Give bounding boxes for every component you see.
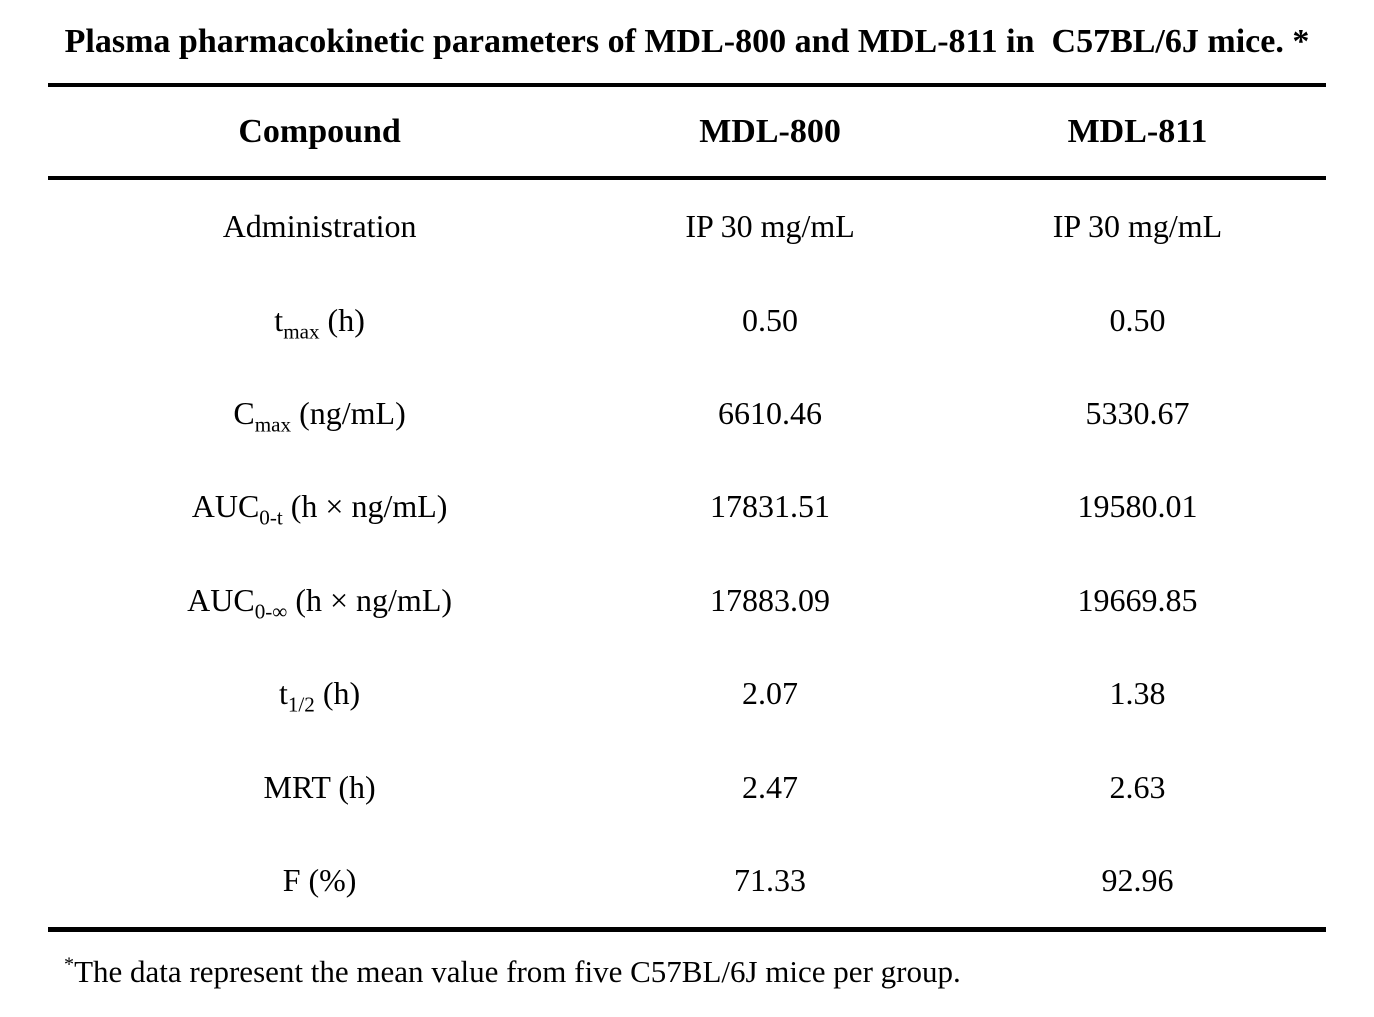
header-mdl811: MDL-811 — [1067, 112, 1208, 150]
table-rule-header — [48, 176, 1326, 180]
table-row-cmax: Cmax (ng/mL) 6610.46 5330.67 — [48, 367, 1326, 460]
param-label: tmax (h) — [274, 301, 365, 343]
table-title: Plasma pharmacokinetic parameters of MDL… — [64, 22, 1310, 60]
value-mdl800: 6610.46 — [718, 394, 823, 431]
value-mdl800: 71.33 — [734, 861, 807, 898]
table-rule-top — [48, 83, 1326, 87]
footnote-asterisk-marker: * — [64, 953, 75, 976]
header-mdl800: MDL-800 — [699, 112, 841, 150]
value-mdl811: 92.96 — [1101, 861, 1174, 898]
header-compound: Compound — [238, 112, 401, 150]
pharmacokinetics-table: Compound MDL-800 MDL-811 Administration … — [48, 83, 1326, 933]
value-mdl800: 2.07 — [742, 675, 799, 712]
table-header-row: Compound MDL-800 MDL-811 — [48, 87, 1326, 176]
value-mdl811: 0.50 — [1109, 301, 1166, 338]
value-mdl811: 1.38 — [1109, 675, 1166, 712]
param-label: Cmax (ng/mL) — [233, 394, 406, 437]
value-mdl800: 17831.51 — [710, 488, 831, 525]
value-mdl811: IP 30 mg/mL — [1052, 208, 1223, 245]
param-label: F (%) — [282, 861, 357, 898]
value-mdl811: 5330.67 — [1085, 394, 1190, 431]
table-rule-bottom — [48, 927, 1326, 933]
table-row-bioavailability: F (%) 71.33 92.96 — [48, 834, 1326, 927]
table-row-auc0t: AUC0-t (h × ng/mL) 17831.51 19580.01 — [48, 460, 1326, 553]
table-row-mrt: MRT (h) 2.47 2.63 — [48, 740, 1326, 833]
param-label: AUC0-∞ (h × ng/mL) — [187, 581, 453, 624]
value-mdl800: 2.47 — [742, 768, 799, 805]
table-row-auc0inf: AUC0-∞ (h × ng/mL) 17883.09 19669.85 — [48, 554, 1326, 647]
value-mdl811: 2.63 — [1109, 768, 1166, 805]
param-label: AUC0-t (h × ng/mL) — [191, 488, 448, 530]
value-mdl811: 19669.85 — [1077, 581, 1198, 618]
value-mdl800: IP 30 mg/mL — [685, 208, 855, 245]
param-label: t1/2 (h) — [278, 675, 361, 717]
param-label: Administration — [222, 208, 417, 245]
table-row-tmax: tmax (h) 0.50 0.50 — [48, 273, 1326, 366]
table-footnote: *The data represent the mean value from … — [0, 954, 1374, 990]
table-row-thalf: t1/2 (h) 2.07 1.38 — [48, 647, 1326, 740]
title-wrap: Plasma pharmacokinetic parameters of MDL… — [0, 0, 1374, 83]
footnote-text: The data represent the mean value from f… — [74, 954, 961, 990]
table-row-administration: Administration IP 30 mg/mL IP 30 mg/mL — [48, 180, 1326, 273]
value-mdl811: 19580.01 — [1077, 488, 1198, 525]
param-label: MRT (h) — [263, 768, 376, 805]
value-mdl800: 0.50 — [742, 301, 799, 338]
table-body: Administration IP 30 mg/mL IP 30 mg/mL t… — [48, 180, 1326, 927]
value-mdl800: 17883.09 — [710, 581, 831, 618]
